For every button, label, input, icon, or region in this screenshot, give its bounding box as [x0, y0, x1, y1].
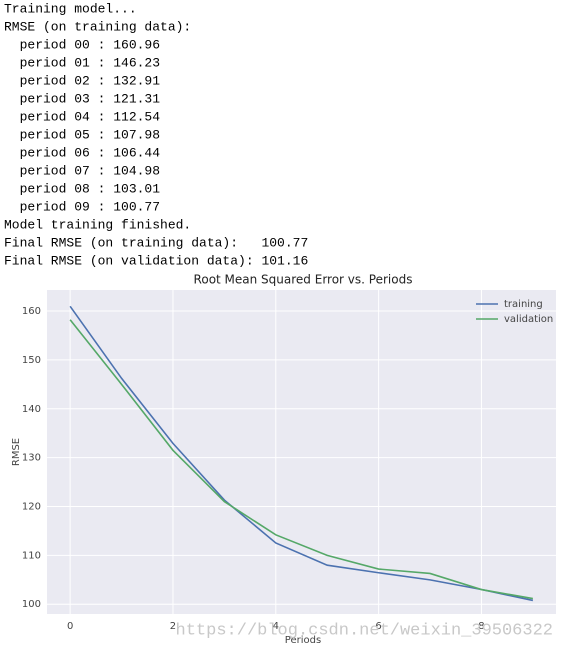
x-tick-label: 0	[67, 621, 73, 632]
console-line: period 04 : 112.54	[4, 109, 160, 124]
x-tick-label: 2	[170, 621, 176, 632]
plot-area	[47, 290, 556, 614]
console-line: Final RMSE (on training data): 100.77	[4, 235, 308, 250]
y-tick-label: 100	[22, 599, 41, 610]
x-axis-label: Periods	[285, 635, 321, 646]
console-line: period 00 : 160.96	[4, 37, 160, 52]
y-tick-label: 160	[22, 306, 41, 317]
console-line: Final RMSE (on validation data): 101.16	[4, 253, 308, 268]
console-line: Training model...	[4, 1, 137, 16]
series-line	[69, 319, 534, 600]
x-tick-label: 8	[478, 621, 484, 632]
console-line: period 02 : 132.91	[4, 73, 160, 88]
console-line: period 09 : 100.77	[4, 199, 160, 214]
y-tick-label: 130	[22, 453, 41, 464]
x-tick-label: 6	[375, 621, 381, 632]
console-line: period 01 : 146.23	[4, 55, 160, 70]
watermark: https://blog.csdn.net/weixin_39506322	[176, 621, 553, 640]
y-tick-label: 140	[22, 404, 41, 415]
series-line	[69, 305, 534, 602]
y-tick-label: 150	[22, 355, 41, 366]
console-line: Model training finished.	[4, 217, 191, 232]
x-tick-label: 4	[273, 621, 279, 632]
chart-title: Root Mean Squared Error vs. Periods	[194, 273, 413, 287]
console-line: RMSE (on training data):	[4, 19, 191, 34]
legend-label: training	[504, 299, 543, 310]
console-line: period 03 : 121.31	[4, 91, 160, 106]
console-line: period 07 : 104.98	[4, 163, 160, 178]
y-tick-label: 120	[22, 501, 41, 512]
legend-label: validation	[504, 314, 553, 325]
console-line: period 06 : 106.44	[4, 145, 160, 160]
console-line: period 05 : 107.98	[4, 127, 160, 142]
console-line: period 08 : 103.01	[4, 181, 160, 196]
y-tick-label: 110	[22, 550, 41, 561]
y-axis-label: RMSE	[11, 438, 22, 466]
